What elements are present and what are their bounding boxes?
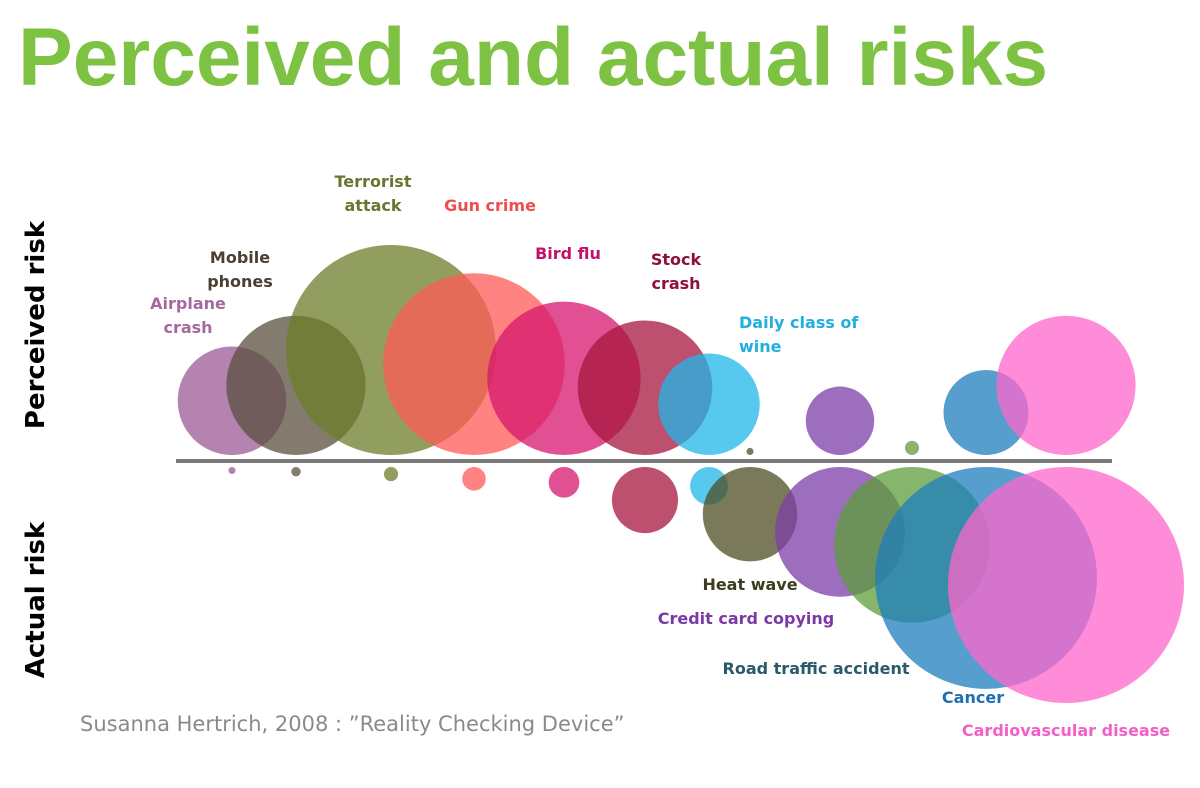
- label-line: Bird flu: [535, 244, 601, 263]
- perceived-bubble-road-traffic-accident: [904, 440, 920, 456]
- bubble-labels: Airplane crash Mobile phones Terrorist attack…: [150, 172, 1170, 740]
- label-line: Cardiovascular disease: [962, 721, 1170, 740]
- actual-bubble-cardiovascular-disease: [948, 467, 1184, 703]
- label-line: Stock: [651, 250, 702, 269]
- label-heat-wave: Heat wave: [702, 575, 797, 594]
- label-daily-class-of-wine: Daily class of wine: [739, 313, 859, 356]
- label-line: wine: [739, 337, 782, 356]
- page-title: Perceived and actual risks: [18, 12, 1049, 103]
- label-stock-crash: Stock crash: [651, 250, 702, 293]
- actual-bubble-mobile-phones: [291, 467, 301, 477]
- label-line: phones: [207, 272, 273, 291]
- label-line: crash: [163, 318, 212, 337]
- label-line: Road traffic accident: [723, 659, 910, 678]
- perceived-bubble-credit-card-copying: [805, 386, 875, 455]
- label-cancer: Cancer: [942, 688, 1004, 707]
- label-line: Gun crime: [444, 196, 536, 215]
- label-line: crash: [651, 274, 700, 293]
- label-cardiovascular-disease: Cardiovascular disease: [962, 721, 1170, 740]
- perceived-bubble-daily-class-of-wine: [658, 353, 760, 456]
- actual-bubble-stock-crash: [611, 467, 679, 534]
- label-line: attack: [344, 196, 401, 215]
- actual-bubble-heat-wave: [702, 467, 798, 562]
- label-airplane-crash: Airplane crash: [150, 294, 226, 337]
- label-mobile-phones: Mobile phones: [207, 248, 273, 291]
- lower-axis-label: Actual risk: [21, 521, 51, 678]
- actual-bubble-terrorist-attack: [383, 467, 399, 482]
- label-line: Daily class of: [739, 313, 859, 332]
- label-bird-flu: Bird flu: [535, 244, 601, 263]
- actual-bubble-gun-crime: [462, 467, 486, 491]
- label-line: Mobile: [210, 248, 270, 267]
- perceived-bubbles: [177, 244, 1136, 456]
- actual-bubbles: [228, 467, 1184, 703]
- upper-axis-label: Perceived risk: [21, 220, 51, 429]
- actual-bubble-airplane-crash: [228, 467, 236, 475]
- label-line: Cancer: [942, 688, 1004, 707]
- label-line: Credit card copying: [658, 609, 835, 628]
- label-credit-card-copying: Credit card copying: [658, 609, 835, 628]
- perceived-bubble-cardiovascular-disease: [996, 315, 1136, 455]
- label-line: Terrorist: [335, 172, 412, 191]
- label-terrorist-attack: Terrorist attack: [335, 172, 412, 215]
- label-gun-crime: Gun crime: [444, 196, 536, 215]
- source-note: Susanna Hertrich, 2008 : ”Reality Checki…: [80, 712, 625, 736]
- actual-bubble-bird-flu: [548, 467, 580, 498]
- label-road-traffic-accident: Road traffic accident: [723, 659, 910, 678]
- perceived-bubble-heat-wave: [746, 447, 754, 455]
- label-line: Airplane: [150, 294, 226, 313]
- label-line: Heat wave: [702, 575, 797, 594]
